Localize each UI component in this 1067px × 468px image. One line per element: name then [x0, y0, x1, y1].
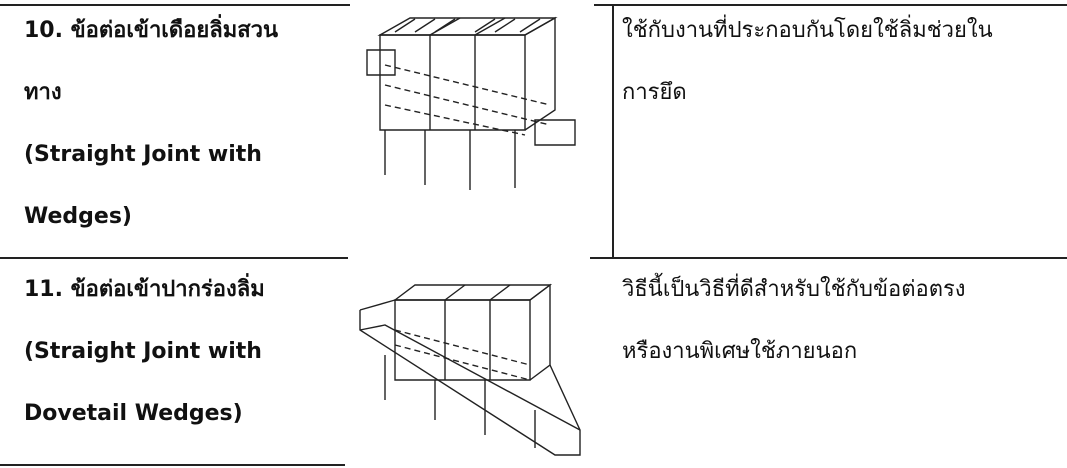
rule: [0, 4, 350, 6]
rule: [612, 4, 614, 258]
joint-illustration: [359, 283, 581, 456]
rule: [0, 257, 348, 259]
joint-name: ทาง: [24, 80, 62, 105]
joint-description: การยึด: [622, 80, 687, 105]
joint-name: (Straight Joint with: [24, 142, 262, 167]
joint-description: หรืองานพิเศษใช้ภายนอก: [622, 339, 858, 364]
joint-illustration: [366, 16, 576, 190]
joint-name: Dovetail Wedges): [24, 401, 243, 426]
joint-name: 10. ข้อต่อเข้าเดือยลิ่มสวน: [24, 18, 279, 43]
joint-name: (Straight Joint with: [24, 339, 262, 364]
joint-description: ใช้กับงานที่ประกอบกันโดยใช้ลิ่มช่วยใน: [622, 18, 993, 43]
rule: [594, 4, 1067, 6]
rule: [590, 257, 1067, 259]
joint-name: 11. ข้อต่อเข้าปากร่องลิ่ม: [24, 277, 265, 302]
rule: [0, 464, 345, 466]
joint-name: Wedges): [24, 204, 132, 229]
joint-description: วิธีนี้เป็นวิธีที่ดีสำหรับใช้กับข้อต่อตร…: [622, 277, 966, 302]
